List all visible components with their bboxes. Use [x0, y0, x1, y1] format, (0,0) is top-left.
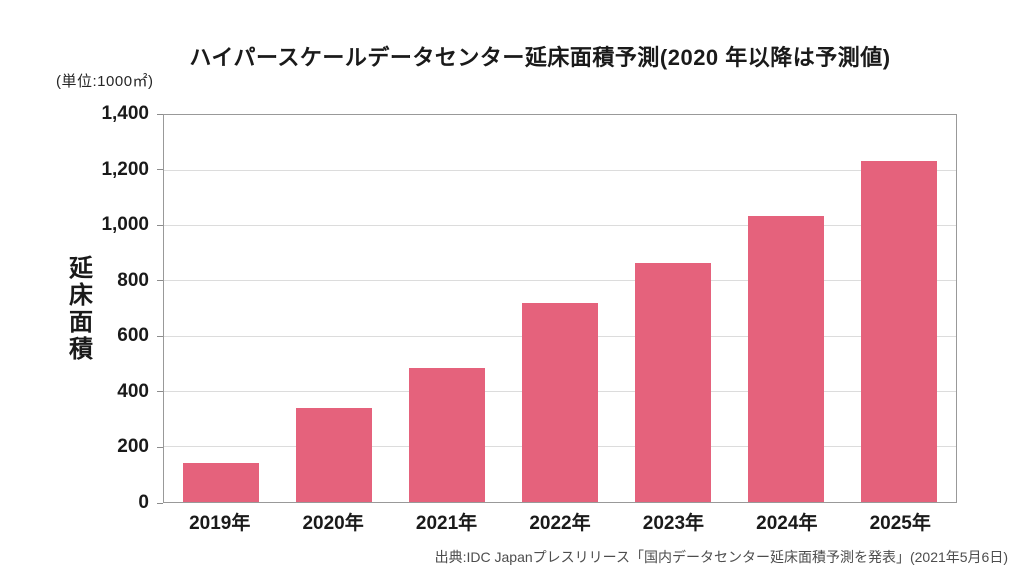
y-tick-mark — [157, 113, 163, 115]
y-tick-label: 0 — [138, 492, 149, 513]
gridline — [164, 169, 956, 171]
y-tick-label: 800 — [117, 269, 149, 291]
bar-slot — [390, 115, 503, 502]
x-tick-label: 2025年 — [869, 513, 931, 534]
y-tick-label: 1,000 — [101, 214, 149, 236]
x-tick-label: 2023年 — [642, 513, 705, 534]
plot-area — [163, 114, 957, 503]
bar-slot — [277, 115, 390, 502]
bar-2023年 — [635, 262, 712, 502]
gridline — [164, 280, 956, 282]
bar-2025年 — [861, 160, 938, 502]
y-tick-mark — [157, 446, 163, 448]
unit-label: (単位:1000㎡) — [56, 73, 154, 90]
x-axis: 2019年 2020年 2021年 2022年 2023年 2024年 2025年 — [163, 508, 957, 535]
y-tick-mark — [157, 169, 163, 171]
y-axis-title: 延床面積 — [64, 254, 92, 363]
x-tick-label: 2022年 — [529, 513, 591, 534]
x-tick-label: 2019年 — [189, 513, 251, 534]
y-tick-mark — [157, 280, 163, 282]
x-tick-label: 2021年 — [415, 513, 478, 534]
bar-slot — [843, 115, 956, 502]
y-tick-mark — [157, 335, 163, 337]
y-tick-label: 1,200 — [101, 158, 149, 180]
y-tick-mark — [157, 224, 163, 226]
source-citation: 出典:IDC Japanプレスリリース「国内データセンター延床面積予測を発表」(… — [434, 549, 1008, 565]
y-tick-label: 400 — [117, 380, 149, 402]
y-axis: 0 200 400 600 800 1,000 1,200 1,400 — [0, 103, 163, 513]
bar-2024年 — [748, 215, 825, 502]
bar-2021年 — [408, 367, 485, 502]
y-tick-label: 600 — [117, 325, 149, 347]
bar-slot — [503, 115, 616, 502]
bar-2022年 — [521, 302, 598, 502]
bar-slot — [164, 115, 277, 502]
y-tick-label: 1,400 — [101, 103, 149, 124]
bar-slot — [730, 115, 843, 502]
bar-slot — [617, 115, 730, 502]
bar-2019年 — [182, 463, 259, 502]
y-tick-mark — [157, 391, 163, 393]
y-tick-mark — [157, 502, 163, 504]
page-title: ハイパースケールデータセンター延床面積予測(2020 年以降は予測値) — [189, 45, 891, 70]
y-tick-label: 200 — [117, 436, 149, 458]
x-tick-label: 2024年 — [756, 513, 818, 534]
bar-2020年 — [295, 408, 372, 502]
gridline — [164, 225, 956, 227]
x-tick-label: 2020年 — [302, 513, 364, 534]
